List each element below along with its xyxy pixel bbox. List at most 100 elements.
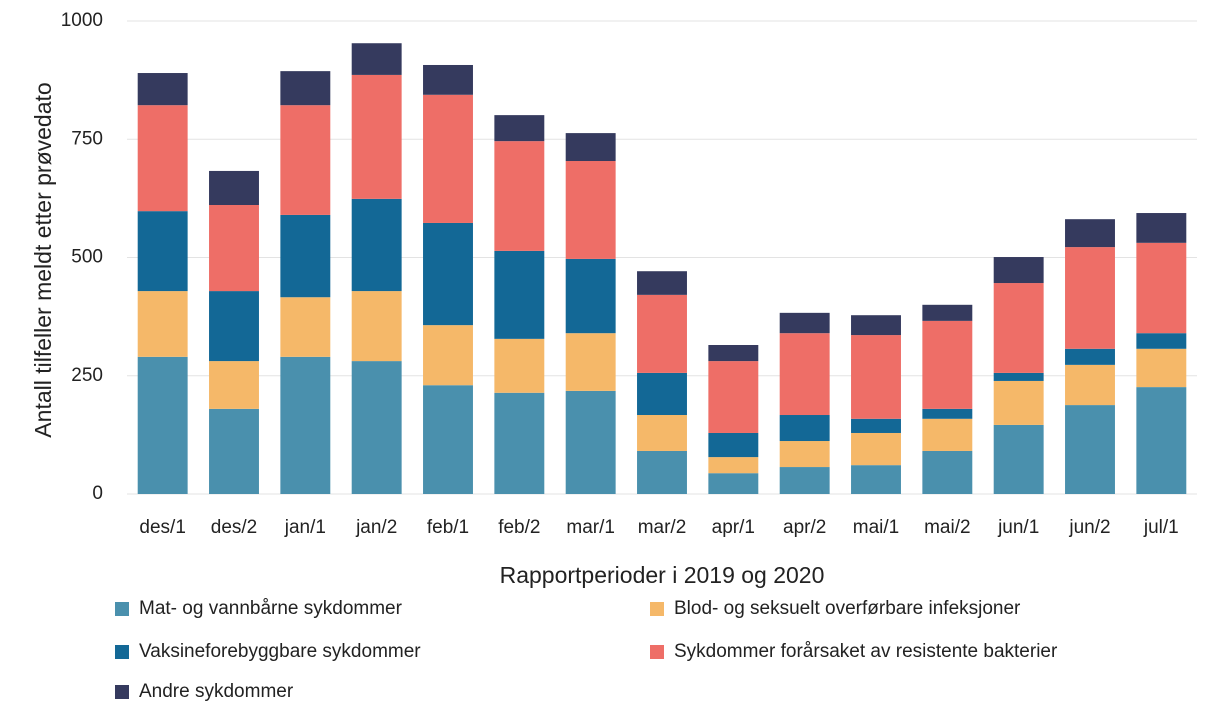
- bar-segment: [209, 291, 259, 362]
- bar-segment: [779, 415, 830, 442]
- legend-swatch: [650, 645, 664, 659]
- bar-segment: [494, 392, 545, 494]
- bar-segment: [209, 170, 259, 205]
- bar-segment: [708, 345, 759, 362]
- bar-segment: [494, 141, 545, 251]
- y-tick-label: 0: [92, 483, 103, 504]
- x-tick-label: mai/1: [853, 517, 899, 538]
- bar-segment: [708, 473, 759, 494]
- legend-label: Blod- og seksuelt overførbare infeksjone…: [674, 598, 1021, 619]
- x-tick-label: jun/1: [997, 517, 1039, 538]
- bar-segment: [565, 133, 616, 162]
- bar-segment: [993, 283, 1044, 373]
- bar-segment: [565, 333, 616, 391]
- bar-segment: [1065, 364, 1115, 406]
- bar-segment: [637, 271, 687, 295]
- y-tick-label: 500: [71, 247, 103, 268]
- bar-segment: [779, 467, 830, 494]
- legend-swatch: [650, 602, 664, 616]
- bar-segment: [280, 105, 331, 215]
- bar-segment: [423, 325, 473, 386]
- bar-segment: [1136, 333, 1187, 349]
- x-tick-label: apr/1: [712, 517, 755, 538]
- bar-segment: [565, 390, 616, 494]
- x-tick-label: mar/1: [566, 517, 615, 538]
- bar-segment: [494, 115, 545, 142]
- bar-segment: [922, 408, 973, 419]
- bar-segment: [708, 432, 759, 458]
- bar-segment: [423, 385, 473, 494]
- legend-swatch: [115, 645, 129, 659]
- bar-segment: [280, 297, 331, 357]
- bar-segment: [851, 465, 901, 494]
- bar-segment: [779, 312, 830, 334]
- legend-swatch: [115, 602, 129, 616]
- x-tick-label: jun/2: [1068, 517, 1110, 538]
- bar-segment: [137, 291, 188, 357]
- bar-segment: [1065, 219, 1115, 248]
- legend-label: Andre sykdommer: [139, 681, 294, 702]
- bar-segment: [423, 94, 473, 223]
- y-tick-label: 250: [71, 365, 103, 386]
- bar-segment: [137, 105, 188, 212]
- bar-segment: [1065, 405, 1115, 494]
- bar-segment: [351, 43, 402, 75]
- bar-segment: [280, 356, 331, 494]
- bar-segment: [637, 450, 687, 494]
- bar-segment: [993, 372, 1044, 381]
- x-tick-label: jan/2: [355, 517, 397, 538]
- y-axis-label: Antall tilfeller meldt etter prøvedato: [30, 82, 56, 437]
- bar-segment: [565, 161, 616, 259]
- bar-segment: [351, 361, 402, 494]
- x-tick-label: apr/2: [783, 517, 826, 538]
- bar-segment: [993, 424, 1044, 494]
- x-tick-label: feb/1: [427, 517, 469, 538]
- bar-segment: [280, 214, 331, 298]
- x-tick-label: jan/1: [284, 517, 326, 538]
- bar-segment: [565, 258, 616, 334]
- bar-segment: [922, 304, 973, 321]
- bar-segment: [708, 361, 759, 433]
- bar-segment: [708, 457, 759, 474]
- bar-segment: [779, 441, 830, 468]
- bar-segment: [993, 257, 1044, 284]
- legend-label: Vaksineforebyggbare sykdommer: [139, 641, 421, 662]
- bar-segment: [351, 74, 402, 199]
- bar-segment: [494, 338, 545, 393]
- bar-segment: [637, 294, 687, 373]
- x-axis-label: Rapportperioder i 2019 og 2020: [500, 562, 825, 588]
- bar-segment: [209, 361, 259, 409]
- bar-segment: [1065, 348, 1115, 365]
- x-tick-label: feb/2: [498, 517, 540, 538]
- y-tick-label: 1000: [61, 10, 103, 31]
- bar-segment: [1136, 242, 1187, 334]
- bar-segment: [209, 204, 259, 292]
- bar-segment: [280, 71, 331, 106]
- bar-segment: [1136, 348, 1187, 388]
- x-tick-label: jul/1: [1143, 517, 1179, 538]
- bar-segment: [922, 450, 973, 494]
- bar-segment: [922, 418, 973, 451]
- bar-segment: [351, 198, 402, 292]
- bar-segment: [423, 222, 473, 326]
- bar-segment: [137, 73, 188, 106]
- bar-segment: [1136, 213, 1187, 243]
- bar-segment: [494, 250, 545, 339]
- bar-segment: [1136, 387, 1187, 494]
- bar-segment: [351, 291, 402, 362]
- bar-segment: [993, 380, 1044, 425]
- bar-segment: [851, 432, 901, 466]
- x-tick-label: mai/2: [924, 517, 970, 538]
- y-tick-label: 750: [71, 128, 103, 149]
- x-tick-label: mar/2: [638, 517, 687, 538]
- bar-segment: [1065, 247, 1115, 349]
- bar-segment: [423, 64, 473, 95]
- bar-segment: [851, 335, 901, 419]
- bar-segment: [137, 356, 188, 494]
- bar-segment: [137, 211, 188, 292]
- bar-segment: [637, 372, 687, 416]
- x-tick-label: des/1: [139, 517, 185, 538]
- bar-segment: [637, 415, 687, 451]
- legend-label: Sykdommer forårsaket av resistente bakte…: [674, 641, 1058, 662]
